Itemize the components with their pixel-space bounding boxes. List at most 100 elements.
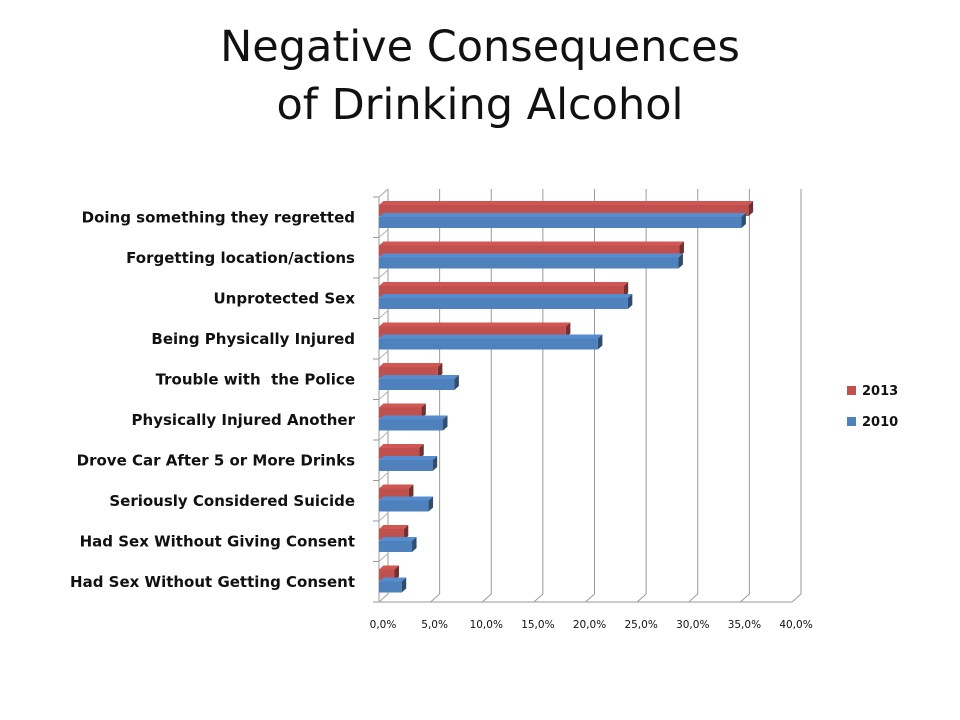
side-wall-line	[378, 472, 389, 481]
x-tick-labels: 0,0% 5,0% 10,0% 15,0% 20,0% 25,0% 30,0% 35,0% 40…	[370, 619, 813, 631]
legend-swatch-2013	[847, 386, 856, 395]
category-label: Doing something they regretted	[82, 208, 355, 226]
bar-2013-4-front	[379, 367, 438, 378]
category-label: Drove Car After 5 or More Drinks	[77, 451, 355, 469]
side-wall-line	[378, 593, 389, 603]
chart-title-line-1: Negative Consequences	[220, 22, 740, 72]
bars	[379, 201, 754, 593]
bar-2013-8	[379, 525, 409, 540]
chart-title: Negative Consequences of Drinking Alcoho…	[0, 18, 960, 134]
bar-2010-4-end	[454, 375, 459, 390]
bar-2013-8-top	[379, 525, 409, 529]
bar-2013-0-front	[379, 205, 749, 216]
bar-2010-6-top	[379, 456, 438, 460]
bar-2013-2-front	[379, 286, 624, 297]
bar-2010-8-top	[379, 537, 417, 541]
bar-2013-9-top	[379, 565, 399, 570]
bar-2013-5-end	[421, 403, 426, 419]
bar-2013-1	[379, 241, 684, 257]
bar-2010-9	[379, 577, 407, 593]
bar-2013-9-end	[394, 565, 399, 581]
floor-gridline	[688, 593, 699, 603]
bar-2010-9-end	[401, 577, 407, 593]
bar-2010-7-end	[428, 496, 434, 512]
category-label: Trouble with the Police	[156, 370, 355, 388]
bar-2010-5-front	[379, 419, 444, 431]
bar-2010-1	[379, 253, 683, 269]
bar-2013-0-top	[379, 201, 754, 205]
category-label: Had Sex Without Giving Consent	[80, 532, 355, 550]
bar-2013-2-end	[623, 282, 629, 297]
floor-gridline	[636, 593, 647, 603]
x-tick-label: 35,0%	[728, 619, 761, 631]
bar-2010-7-top	[379, 496, 434, 501]
x-tick-label: 20,0%	[573, 619, 606, 631]
bar-2010-9-top	[379, 577, 407, 582]
category-labels: Doing something they regretted Forgetting…	[70, 208, 356, 591]
bar-2013-7-front	[379, 488, 409, 500]
legend-label: 2013	[862, 384, 898, 399]
bar-2013-5	[379, 403, 426, 419]
floor-gridline	[430, 593, 440, 603]
side-wall-line	[378, 229, 389, 238]
bar-2010-0-end	[741, 213, 746, 228]
bar-2013-7-end	[408, 484, 414, 500]
bar-2013-9-front	[379, 569, 395, 581]
bar-2010-2-top	[379, 294, 633, 298]
legend-label: 2010	[862, 415, 898, 430]
side-wall-line	[378, 391, 389, 400]
bar-2013-5-front	[379, 407, 422, 419]
floor-gridline	[481, 593, 492, 603]
bar-2010-2-front	[379, 298, 628, 309]
legend-swatch-2010	[847, 417, 856, 426]
bar-2010-3-front	[379, 338, 598, 350]
bar-2010-6	[379, 456, 438, 471]
bar-2010-6-front	[379, 460, 433, 471]
category-label: Seriously Considered Suicide	[109, 492, 355, 510]
side-wall-line	[378, 553, 389, 562]
bar-2010-7-front	[379, 500, 429, 512]
bar-2013-2-top	[379, 282, 629, 286]
bar-2013-3	[379, 322, 571, 338]
bar-2013-7-top	[379, 484, 414, 489]
side-wall-line	[378, 431, 389, 441]
bar-2010-3-end	[597, 334, 603, 350]
bar-2013-6	[379, 444, 424, 459]
side-wall-line	[378, 512, 389, 522]
x-tick-label: 25,0%	[624, 619, 657, 631]
x-tick-label: 10,0%	[470, 619, 503, 631]
side-wall-line	[378, 188, 389, 198]
floor-gridline	[533, 593, 544, 603]
bar-2013-4	[379, 363, 443, 378]
bar-2013-6-front	[379, 448, 420, 459]
bar-2013-8-end	[403, 525, 409, 540]
category-label: Physically Injured Another	[132, 411, 356, 429]
category-label: Being Physically Injured	[151, 330, 355, 348]
bar-2010-8-end	[412, 537, 417, 552]
category-label: Unprotected Sex	[214, 289, 356, 307]
bar-2013-3-end	[565, 322, 571, 338]
bar-2013-6-top	[379, 444, 424, 448]
floor-gridline	[791, 593, 802, 603]
bar-2013-4-top	[379, 363, 443, 367]
bar-2010-0-front	[379, 217, 742, 228]
bar-2010-2	[379, 294, 633, 309]
bar-2010-0-top	[379, 213, 746, 217]
bar-2010-8-front	[379, 541, 413, 552]
bar-2013-8-front	[379, 529, 404, 540]
bar-2013-7	[379, 484, 414, 500]
bar-2013-9	[379, 565, 399, 581]
bar-2010-5-top	[379, 415, 448, 420]
category-label: Had Sex Without Getting Consent	[70, 573, 355, 591]
bar-2013-4-end	[437, 363, 443, 378]
side-wall-line	[378, 310, 389, 319]
bar-2013-3-front	[379, 326, 566, 338]
x-tick-label: 5,0%	[421, 619, 448, 631]
bar-2010-0	[379, 213, 746, 228]
bar-2010-4-top	[379, 375, 459, 379]
bar-2013-0	[379, 201, 754, 216]
chart-title-line-2: of Drinking Alcohol	[276, 80, 684, 130]
bar-2010-6-end	[432, 456, 438, 471]
bar-2013-0-end	[748, 201, 754, 216]
bar-2013-1-front	[379, 245, 680, 257]
